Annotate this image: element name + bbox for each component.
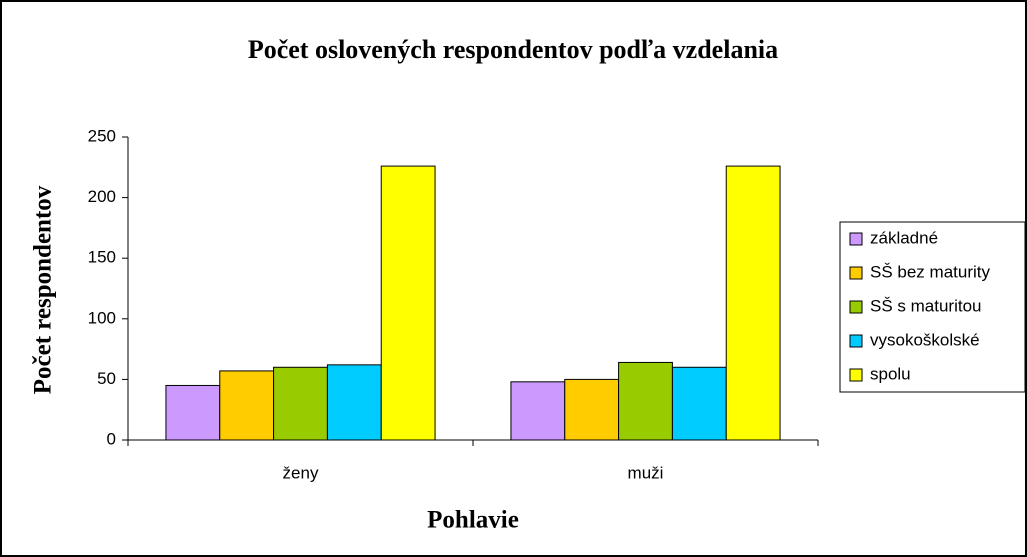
y-tick-label: 0 [107,429,116,448]
y-tick-label: 50 [97,369,116,388]
legend-label: vysokoškolské [870,330,980,349]
legend-swatch [849,232,863,246]
x-axis-title: Pohlavie [427,507,519,534]
legend-label: SŠ bez maturity [870,262,990,281]
bar [380,165,436,441]
bar [725,165,781,441]
y-tick-label: 250 [88,126,116,145]
legend-swatch [849,334,863,348]
legend-label: SŠ s maturitou [870,296,982,315]
legend-swatch [849,368,863,382]
bar [564,378,620,441]
bar [273,366,328,441]
bar [219,370,275,441]
legend-box [839,221,1026,393]
x-tick-label: ženy [283,463,319,482]
bar [618,361,673,441]
y-axis-title: Počet respondentov [30,185,57,394]
bar [671,366,727,441]
bar [165,384,221,441]
legend-label: základné [870,228,938,247]
bar [326,364,382,441]
x-tick-label: muži [628,463,664,482]
y-tick-label: 200 [88,187,116,206]
bar [510,381,566,441]
legend-swatch [849,300,863,314]
chart-title: Počet oslovených respondentov podľa vzde… [248,35,778,64]
y-tick-label: 150 [88,248,116,267]
y-tick-label: 100 [88,308,116,327]
legend-label: spolu [870,364,911,383]
legend-swatch [849,266,863,280]
